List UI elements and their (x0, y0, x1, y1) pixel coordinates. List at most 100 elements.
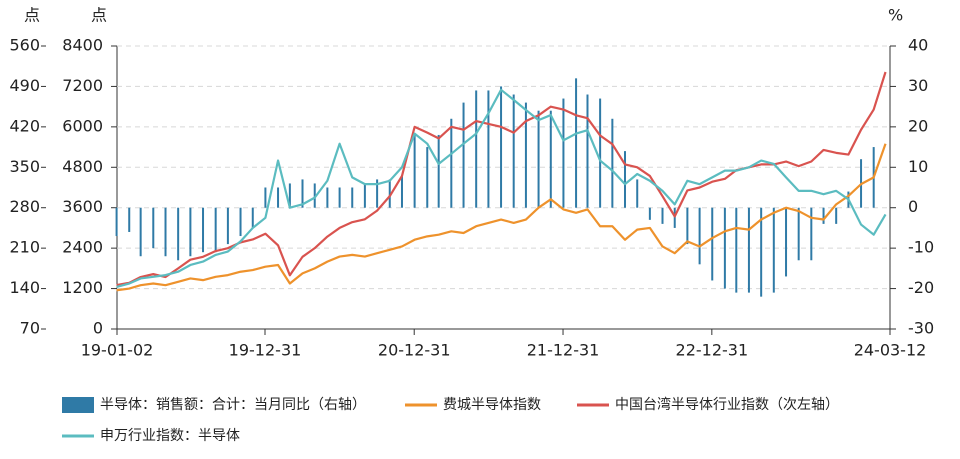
y3-tick-label: 420 (9, 116, 40, 135)
y2-tick-label: 10 (908, 157, 928, 176)
bar (698, 207, 701, 265)
bar (376, 179, 379, 208)
line (116, 143, 887, 292)
bar (338, 187, 341, 208)
legend-label: 费城半导体指数 (443, 397, 541, 413)
bar (537, 110, 540, 208)
bar (575, 78, 578, 208)
bar (673, 207, 676, 228)
y2-tick-label: 40 (908, 36, 928, 55)
bar (599, 98, 602, 208)
bar (686, 207, 689, 245)
bar (747, 207, 750, 293)
bar (648, 207, 651, 220)
y-tick-label: 6000 (62, 116, 103, 135)
bar (152, 207, 155, 249)
bar (797, 207, 800, 261)
bar (363, 183, 366, 208)
bar (810, 207, 813, 261)
x-tick-label: 19-12-31 (229, 341, 302, 360)
bar (115, 207, 118, 237)
bar (623, 151, 626, 208)
bar (512, 94, 515, 208)
bar (450, 118, 453, 208)
y2-tick-label: -30 (908, 319, 934, 338)
bar (661, 207, 664, 224)
y3-tick-label: 490 (9, 76, 40, 95)
y3-tick-label: 350 (9, 157, 40, 176)
bar (785, 207, 788, 277)
bar (711, 207, 714, 281)
bar (636, 179, 639, 208)
y-tick-label: 2400 (62, 238, 103, 257)
x-tick-label: 24-03-12 (854, 341, 927, 360)
bar (388, 179, 391, 208)
y3-tick-label: 280 (9, 197, 40, 216)
bar (426, 147, 429, 208)
legend-label: 半导体：销售额：合计：当月同比（右轴） (100, 397, 366, 413)
y-tick-label: 8400 (62, 36, 103, 55)
y3-tick-label: 560 (9, 36, 40, 55)
bar (326, 187, 329, 208)
line (116, 88, 887, 288)
bar (351, 187, 354, 208)
y2-tick-label: -10 (908, 238, 934, 257)
bar (500, 86, 503, 208)
legend-swatch (62, 397, 94, 413)
bar (288, 183, 291, 208)
bar (723, 207, 726, 289)
bar (475, 90, 478, 208)
y3-tick-label: 70 (20, 319, 40, 338)
bar (586, 94, 589, 208)
bar (772, 207, 775, 293)
bar (226, 207, 229, 245)
legend-label: 申万行业指数：半导体 (100, 428, 240, 444)
bar (611, 118, 614, 208)
x-tick-label: 21-12-31 (527, 341, 600, 360)
y-tick-label: 4800 (62, 157, 103, 176)
x-tick-label: 20-12-31 (378, 341, 451, 360)
x-tick-label: 19-01-02 (81, 341, 154, 360)
bar (524, 102, 527, 208)
y2-tick-label: 30 (908, 76, 928, 95)
legend-label: 中国台湾半导体行业指数（次左轴） (615, 396, 839, 413)
bar (487, 90, 490, 208)
y2-unit: % (888, 6, 903, 25)
bar (128, 207, 131, 232)
y-tick-label: 3600 (62, 197, 103, 216)
x-tick-label: 22-12-31 (676, 341, 749, 360)
bar (413, 134, 416, 208)
bar (301, 179, 304, 208)
bar (835, 207, 838, 224)
bar (202, 207, 205, 253)
bar (760, 207, 763, 297)
bar (735, 207, 738, 293)
bar (313, 183, 316, 208)
y-tick-label: 1200 (62, 278, 103, 297)
y2-tick-label: 0 (908, 197, 918, 216)
bar (400, 175, 403, 208)
y3-unit: 点 (24, 6, 40, 25)
bar (164, 207, 167, 257)
bar (239, 207, 242, 237)
y2-tick-label: 20 (908, 116, 928, 135)
bar (549, 110, 552, 208)
y3-tick-label: 210 (9, 238, 40, 257)
y-tick-label: 7200 (62, 76, 103, 95)
bar (822, 207, 825, 224)
bar (437, 134, 440, 208)
bar (139, 207, 142, 257)
bar (251, 207, 254, 228)
bar (177, 207, 180, 261)
y-unit: 点 (91, 6, 107, 25)
y2-tick-label: -20 (908, 278, 934, 297)
bar (214, 207, 217, 253)
bar (562, 98, 565, 208)
bar (189, 207, 192, 257)
y3-tick-label: 140 (9, 278, 40, 297)
legend: 半导体：销售额：合计：当月同比（右轴） 费城半导体指数 中国台湾半导体行业指数（次左… (62, 396, 839, 444)
bar (264, 187, 267, 208)
bar (462, 102, 465, 208)
line (116, 71, 887, 287)
